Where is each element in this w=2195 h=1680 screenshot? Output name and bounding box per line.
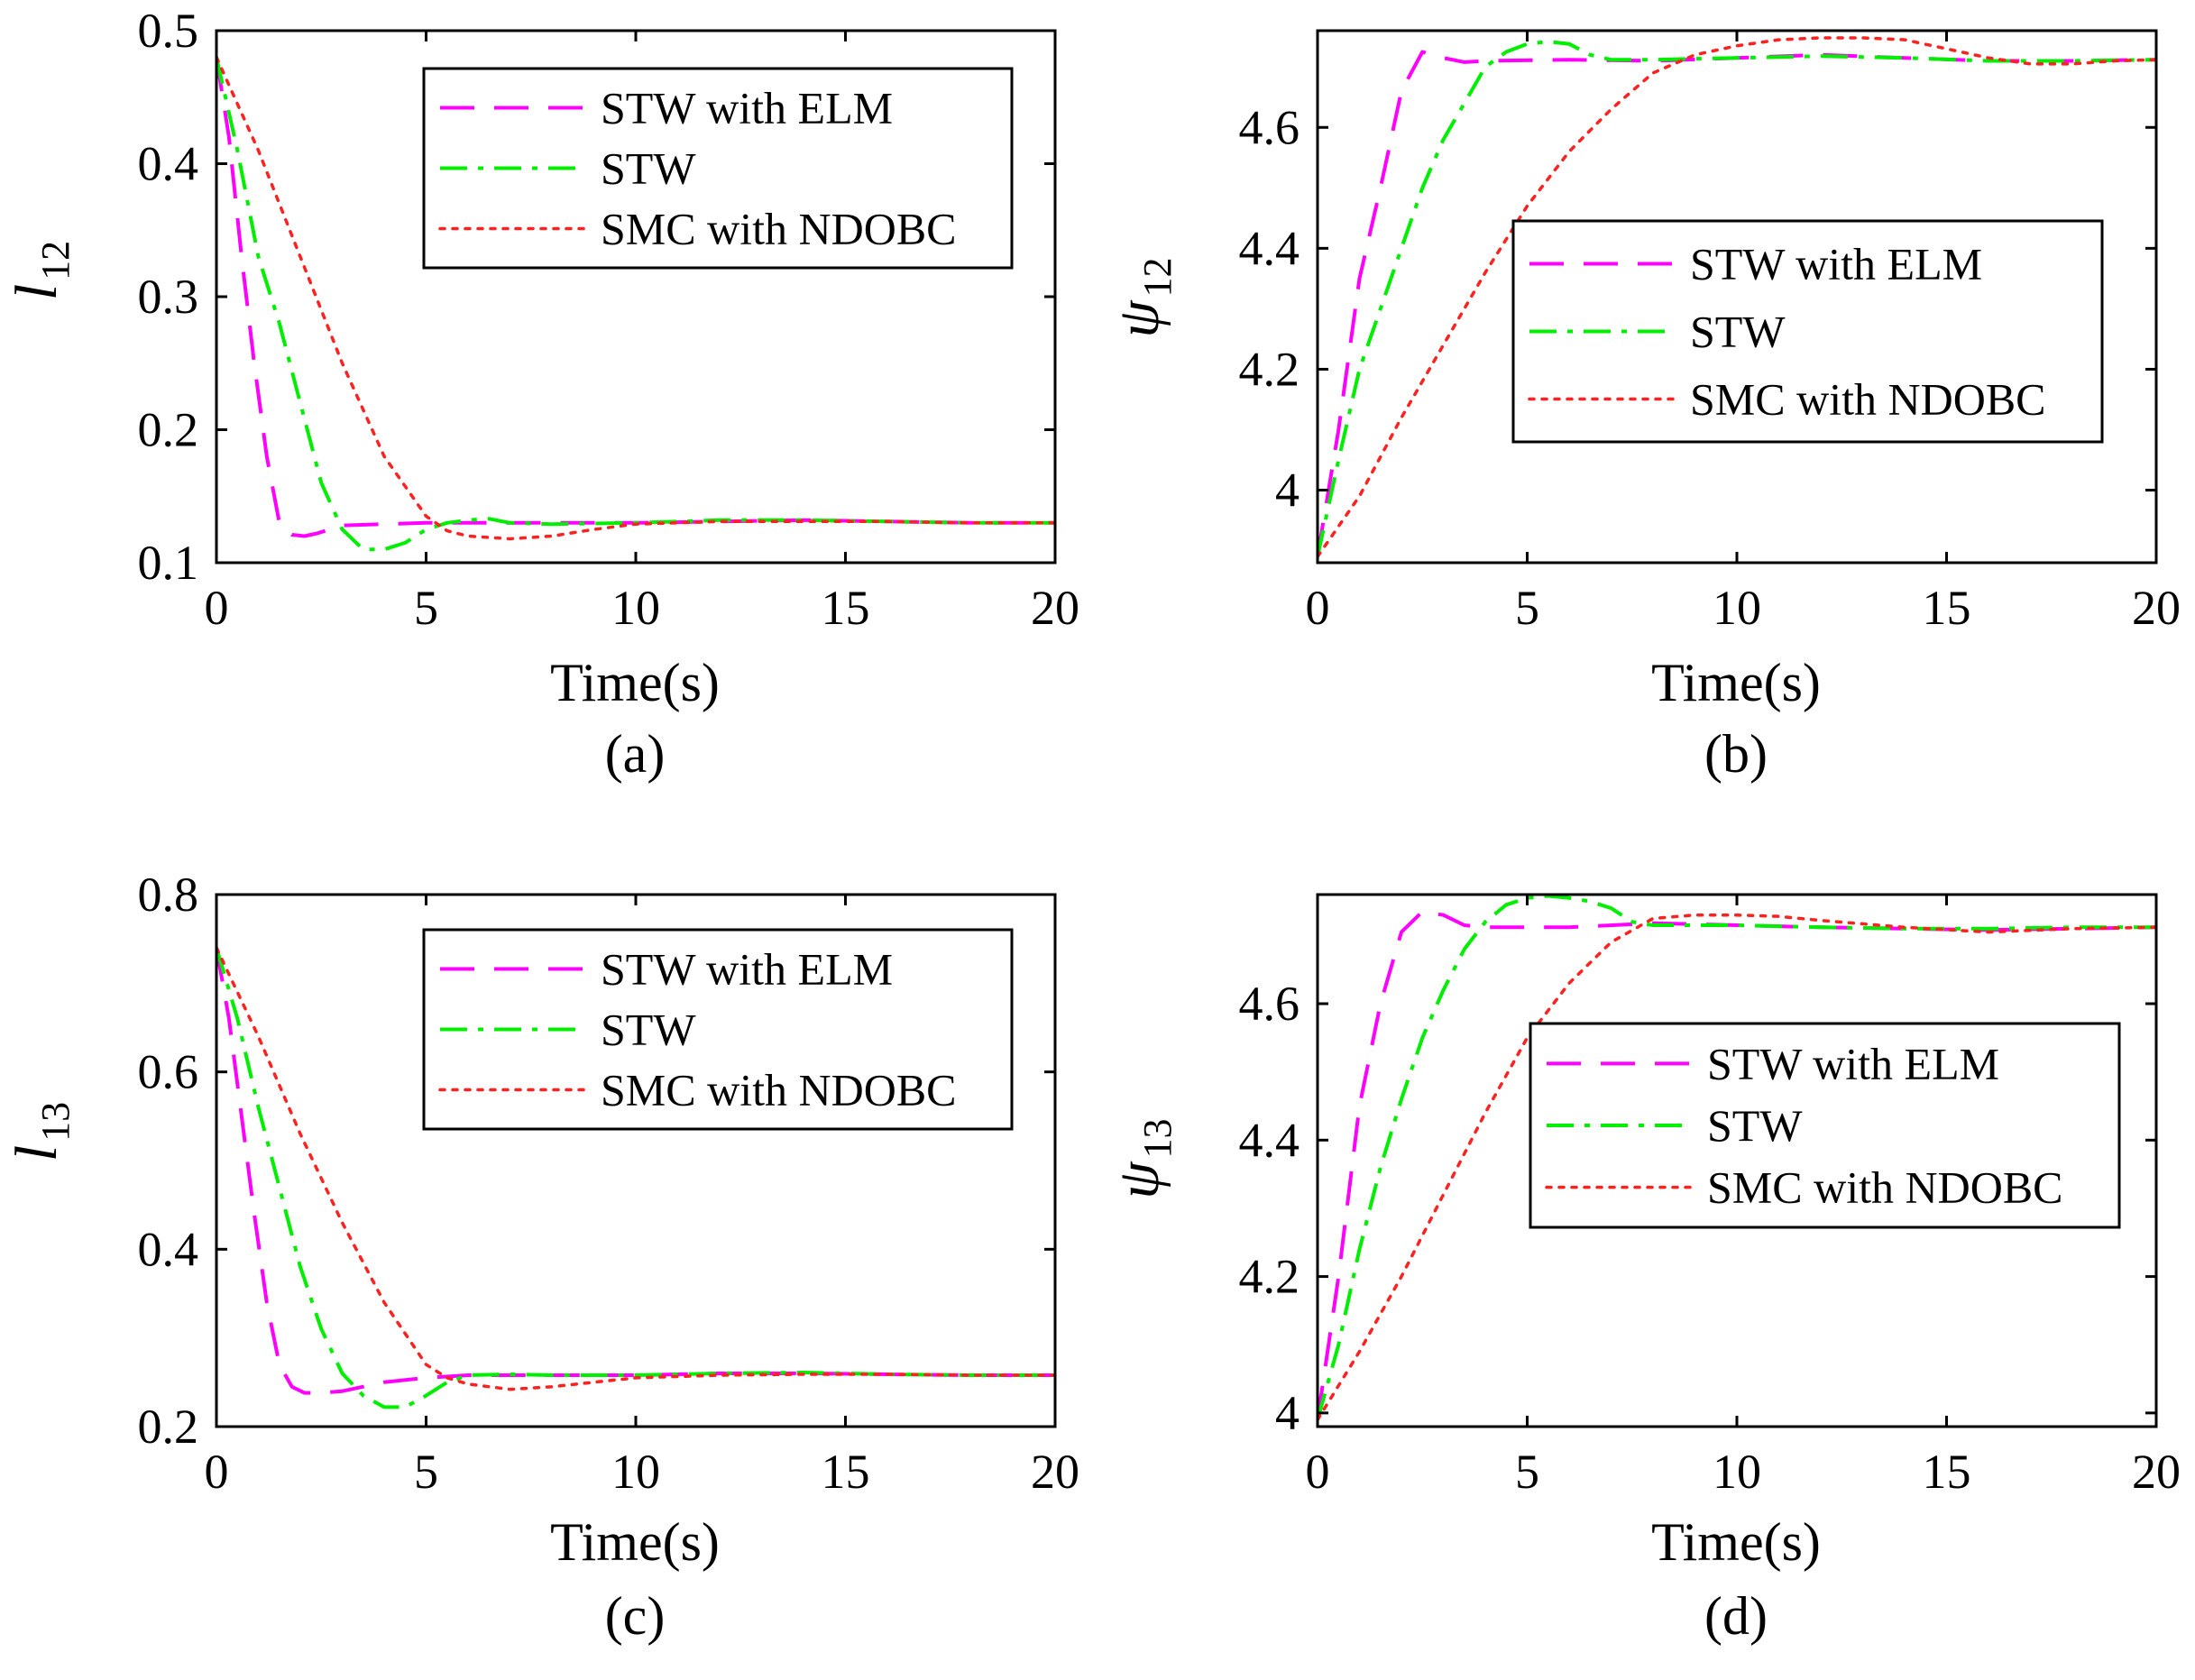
x-tick-label: 5 <box>414 581 438 635</box>
y-tick-label: 4.4 <box>1239 1113 1300 1167</box>
y-axis-label-symbol: ψ <box>1106 1161 1171 1199</box>
y-tick-label: 0.1 <box>138 536 199 590</box>
legend-label: SMC with NDOBC <box>601 204 957 254</box>
y-tick-label: 0.2 <box>138 403 199 457</box>
y-axis-label-symbol: ψ <box>1106 300 1171 338</box>
legend-label: SMC with NDOBC <box>1707 1162 2063 1213</box>
y-axis-label-subscript: 12 <box>1135 258 1180 298</box>
x-tick-label: 15 <box>1923 581 1971 635</box>
x-tick-label: 20 <box>2132 581 2181 635</box>
series-line-smc-ndobc <box>1318 36 2156 559</box>
chart-panel-d: 0 5 10 15 20 4 4.2 4.4 4.6 Time(s) ψ13 (d) STW with … <box>1106 893 2181 1646</box>
y-tick-label: 4.2 <box>1239 1250 1300 1304</box>
legend-box <box>1529 1022 2121 1229</box>
y-tick-label: 4.6 <box>1239 100 1300 154</box>
chart-panel-a: 0 5 10 15 20 0.1 0.2 0.3 0.4 0.5 Time(s) l 12 (a) STW … <box>4 4 1079 784</box>
x-tick-label: 20 <box>2132 1445 2181 1499</box>
legend-label: STW <box>1690 307 1786 357</box>
legend-box <box>1511 219 2104 444</box>
y-axis-label: l 12 <box>4 241 78 300</box>
x-tick-label: 0 <box>1306 581 1330 635</box>
x-tick-label: 0 <box>205 581 229 635</box>
y-axis-label: l 13 <box>4 1102 78 1161</box>
chart-panel-b: 0 5 10 15 20 4 4.2 4.4 4.6 Time(s) ψ12 (b) STW with … <box>1106 29 2181 784</box>
panel-caption: (c) <box>605 1586 666 1646</box>
y-axis-label-symbol: l <box>4 1145 69 1161</box>
y-tick-label: 4.6 <box>1239 977 1300 1031</box>
legend: STW with ELM STW SMC with NDOBC <box>422 67 1014 270</box>
legend-box <box>422 67 1014 270</box>
y-axis-label-subscript: 12 <box>33 241 78 280</box>
x-tick-label: 0 <box>1306 1445 1330 1499</box>
panel-caption: (a) <box>605 724 666 784</box>
x-tick-label: 10 <box>611 581 660 635</box>
legend-label: SMC with NDOBC <box>601 1065 957 1115</box>
legend-label: STW <box>601 143 696 194</box>
y-tick-label: 4.2 <box>1239 342 1300 396</box>
series-line-smc-ndobc <box>216 55 1055 541</box>
y-tick-label: 0.3 <box>138 270 199 324</box>
series-group <box>216 55 1055 552</box>
y-tick-label: 4 <box>1275 1386 1300 1440</box>
x-tick-label: 15 <box>822 1445 870 1499</box>
x-axis-label: Time(s) <box>550 653 720 712</box>
legend-box <box>422 928 1014 1131</box>
y-axis-label-subscript: 13 <box>1135 1119 1180 1159</box>
y-tick-label: 0.6 <box>138 1045 199 1099</box>
y-tick-label: 0.4 <box>138 1222 199 1276</box>
series-group <box>216 946 1055 1409</box>
panel-caption: (d) <box>1704 1586 1768 1646</box>
series-line-stw <box>216 947 1055 1409</box>
x-tick-label: 10 <box>1713 1445 1761 1499</box>
x-axis-label: Time(s) <box>550 1512 720 1572</box>
legend: STW with ELM STW SMC with NDOBC <box>1529 1022 2121 1229</box>
x-tick-label: 20 <box>1031 581 1079 635</box>
x-tick-label: 20 <box>1031 1445 1079 1499</box>
y-axis-label: ψ13 <box>1106 1119 1180 1199</box>
x-tick-label: 5 <box>414 1445 438 1499</box>
x-tick-label: 15 <box>822 581 870 635</box>
y-tick-label: 0.8 <box>138 868 199 922</box>
legend: STW with ELM STW SMC with NDOBC <box>1511 219 2104 444</box>
series-line-smc-ndobc <box>1318 913 2156 1422</box>
y-tick-label: 0.4 <box>138 137 199 191</box>
x-tick-label: 10 <box>1713 581 1761 635</box>
legend-label: STW with ELM <box>601 944 893 995</box>
x-axis-label: Time(s) <box>1651 653 1821 712</box>
series-line-smc-ndobc <box>216 946 1055 1391</box>
x-tick-label: 5 <box>1515 581 1539 635</box>
legend-label: STW with ELM <box>1707 1038 1999 1088</box>
y-axis-label: ψ12 <box>1106 258 1180 338</box>
x-tick-label: 5 <box>1515 1445 1539 1499</box>
y-axis-label-subscript: 13 <box>33 1102 78 1142</box>
legend-label: STW with ELM <box>1690 239 1982 289</box>
series-line-stw <box>1318 40 2156 557</box>
series-group <box>1318 36 2156 559</box>
legend: STW with ELM STW SMC with NDOBC <box>422 928 1014 1131</box>
y-tick-label: 0.2 <box>138 1400 199 1454</box>
y-tick-label: 4.4 <box>1239 221 1300 275</box>
legend-label: SMC with NDOBC <box>1690 374 2046 425</box>
chart-panel-c: 0 5 10 15 20 0.2 0.4 0.6 0.8 Time(s) l 13 (c) STW wit… <box>4 868 1079 1646</box>
legend-label: STW <box>601 1005 696 1055</box>
legend-label: STW <box>1707 1100 1803 1151</box>
x-tick-label: 0 <box>205 1445 229 1499</box>
x-tick-label: 10 <box>611 1445 660 1499</box>
panel-caption: (b) <box>1704 724 1768 784</box>
legend-label: STW with ELM <box>601 83 893 133</box>
y-tick-label: 0.5 <box>138 4 199 58</box>
y-axis-label-symbol: l <box>4 284 69 300</box>
x-tick-label: 15 <box>1923 1445 1971 1499</box>
x-axis-label: Time(s) <box>1651 1512 1821 1572</box>
y-tick-label: 4 <box>1275 464 1300 518</box>
